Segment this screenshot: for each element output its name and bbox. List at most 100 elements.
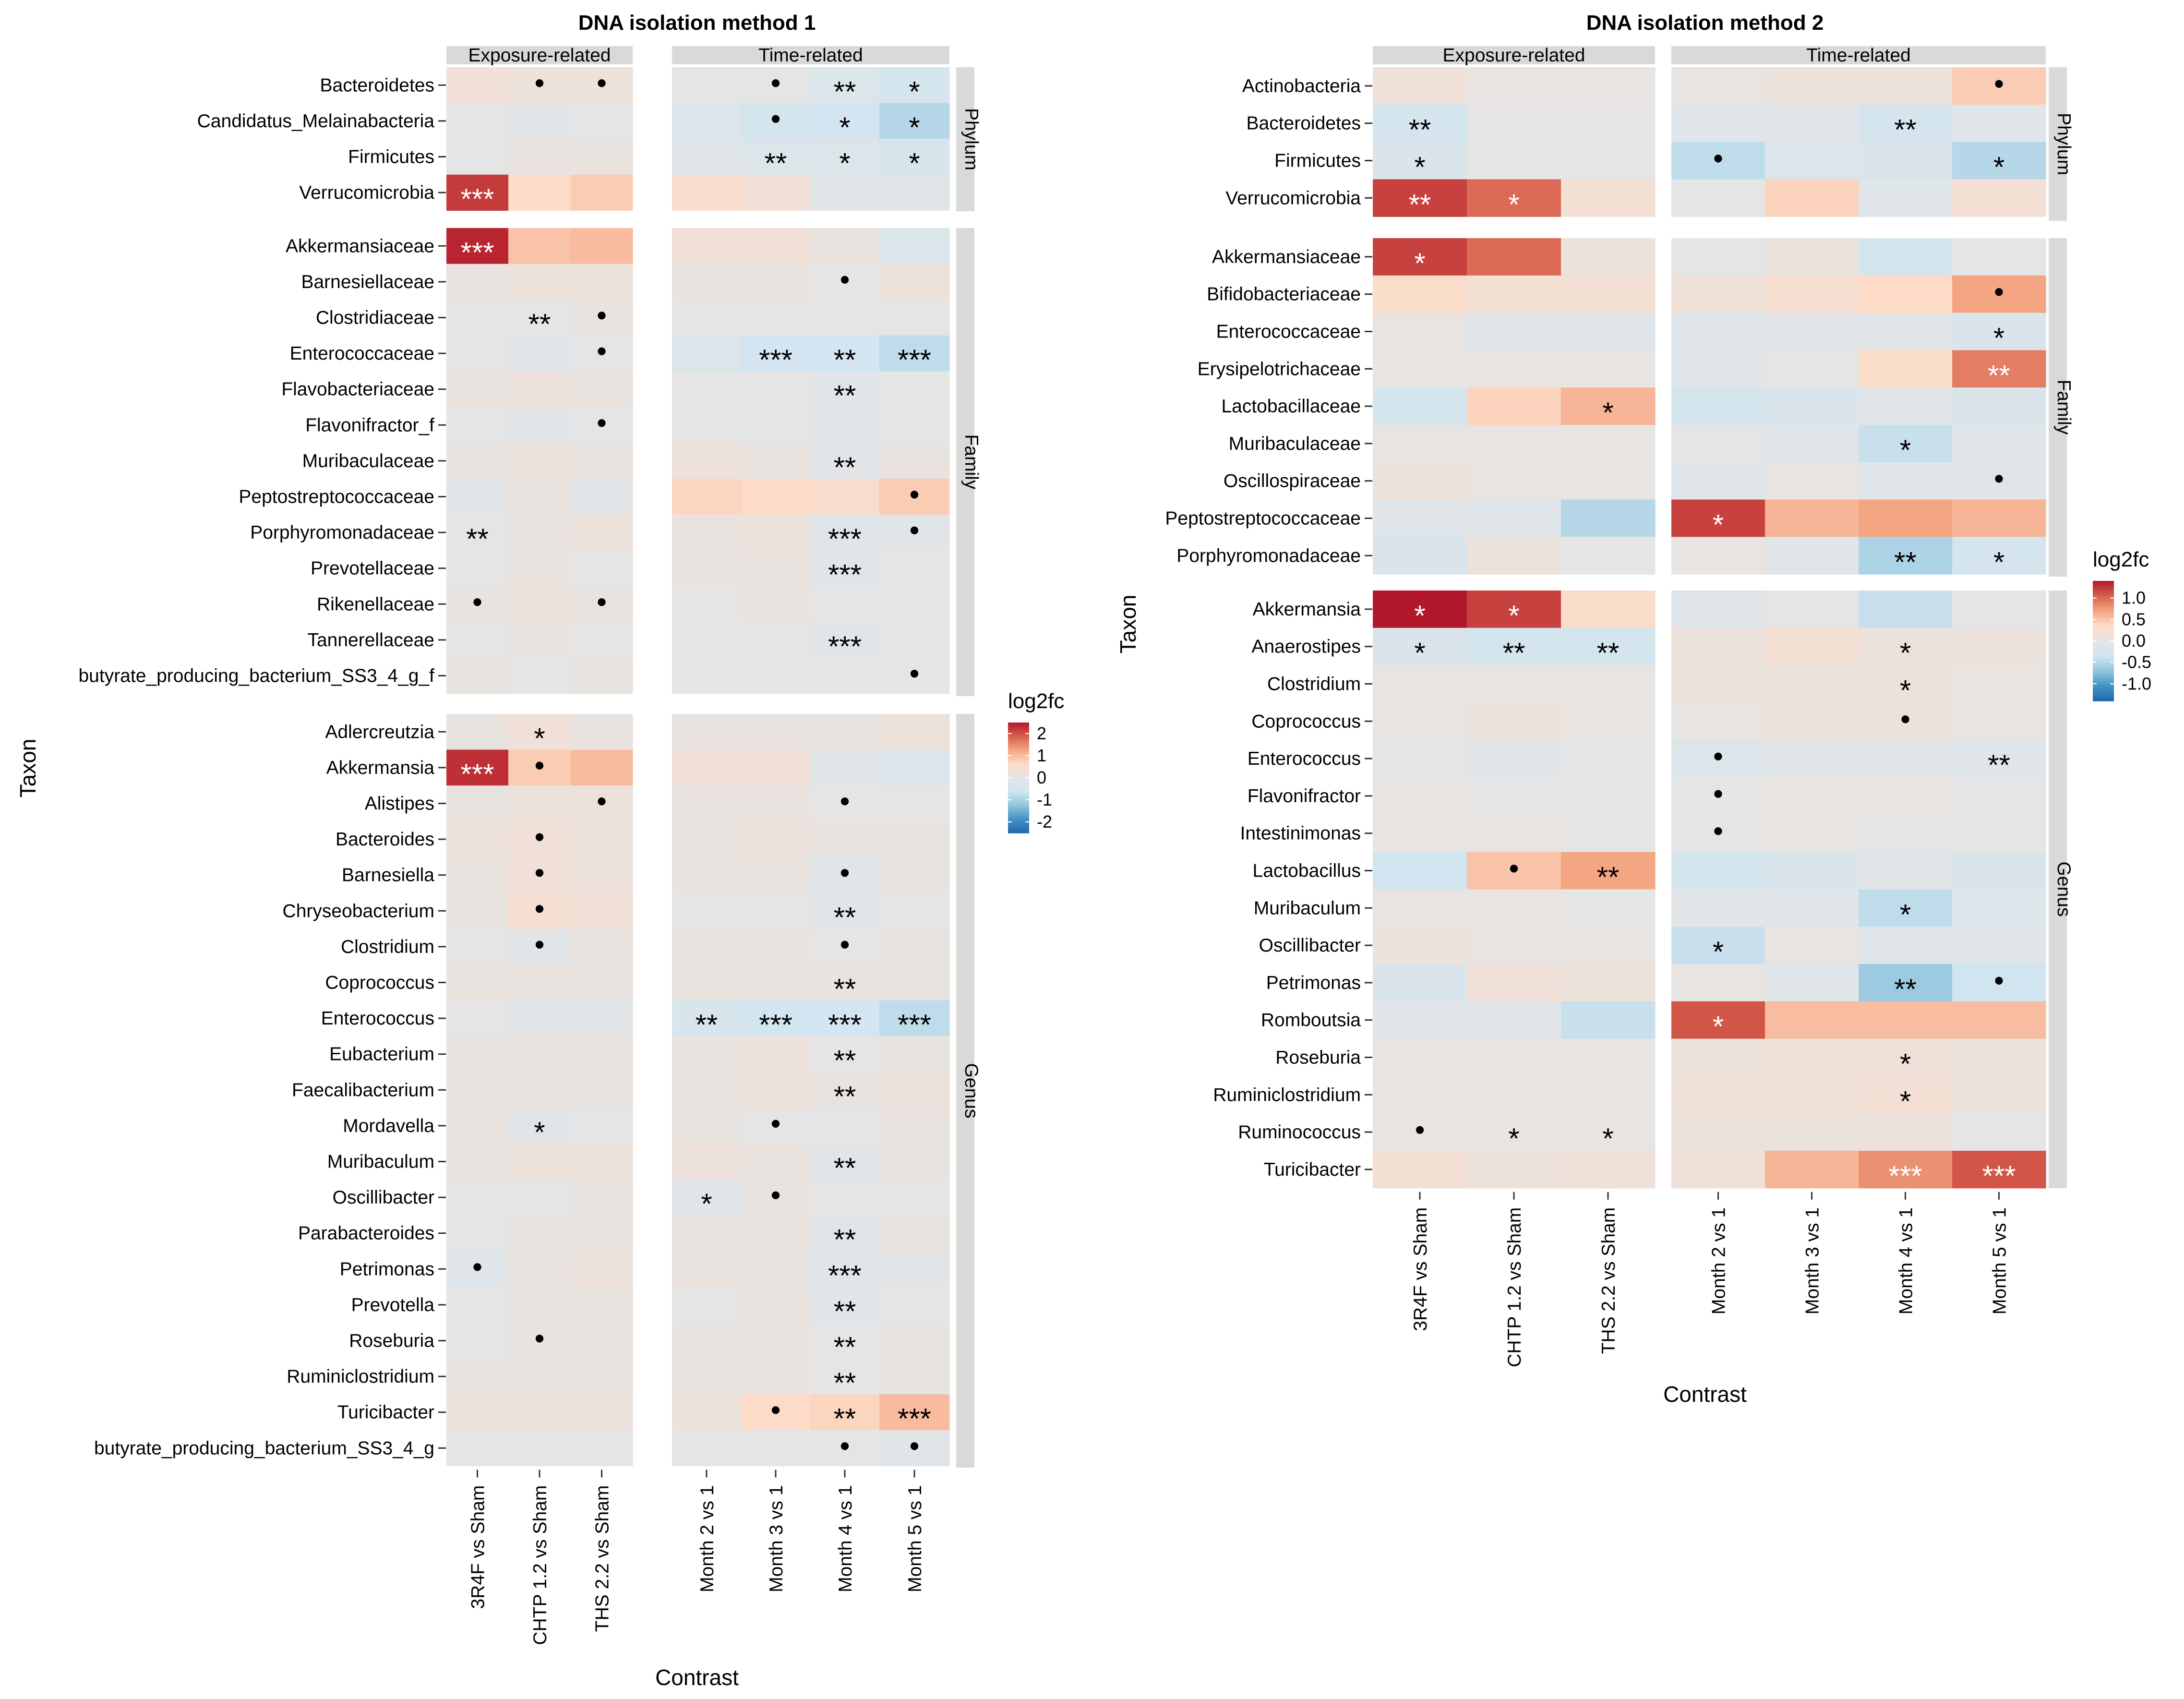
- colorbar-segment: [2093, 629, 2114, 631]
- cell-coprococcus-ths-2-2-vs-sham: [571, 964, 633, 1001]
- cell-intestinimonas-month-2-vs-1: [1671, 814, 1765, 853]
- significance-enterococcus-month-5-vs-1: **: [1988, 749, 2010, 781]
- cell-romboutsia-month-3-vs-1: [1765, 1001, 1859, 1039]
- strip-label-phylum-2: Phylum: [2053, 113, 2074, 175]
- cell-muribaculum-chtp-1-2-vs-sham: [508, 1144, 571, 1180]
- strip-label-time-related-2: Time-related: [1806, 45, 1910, 66]
- colorbar-segment: [1008, 759, 1029, 762]
- cell-porphyromonadaceae-ths-2-2-vs-sham: [571, 514, 633, 551]
- significance-chryseobacterium-month-4-vs-1: **: [834, 901, 856, 933]
- cell-bacteroidetes-month-4-vs-1: [810, 67, 880, 104]
- cell-oscillospiraceae-ths-2-2-vs-sham: [1561, 462, 1656, 500]
- panel-phylum-exposure-2: ***** *: [1373, 67, 1656, 220]
- cell-adlercreutzia-3r4f-vs-sham: [446, 714, 509, 750]
- significance-prevotellaceae-month-4-vs-1: ***: [828, 559, 862, 591]
- cell-barnesiellaceae-month-5-vs-1: [879, 264, 950, 300]
- colorbar-segment: [1008, 816, 1029, 819]
- y-axis-title-method-1: Taxon: [15, 739, 40, 798]
- cell-petrimonas-3r4f-vs-sham: [1373, 964, 1467, 1002]
- significance-adlercreutzia-chtp-1-2-vs-sham: *: [534, 722, 545, 754]
- significance-roseburia-chtp-1-2-vs-sham: •: [534, 1323, 544, 1355]
- colorbar-segment: [2093, 597, 2114, 600]
- cell-akkermansia-ths-2-2-vs-sham: [1561, 590, 1656, 628]
- cell-muribaculum-month-2-vs-1: [1671, 889, 1765, 927]
- strip-phylum-2: [2049, 67, 2067, 221]
- cell-ruminococcus-month-4-vs-1: [1859, 1113, 1953, 1151]
- cell-peptostreptococcaceae-chtp-1-2-vs-sham: [1467, 499, 1561, 537]
- cell-petrimonas-chtp-1-2-vs-sham: [508, 1251, 571, 1288]
- cell-bifidobacteriaceae-chtp-1-2-vs-sham: [1467, 275, 1561, 313]
- cell-parabacteroides-month-4-vs-1: [810, 1215, 880, 1252]
- significance-turicibacter-month-5-vs-1: ***: [898, 1403, 931, 1435]
- significance-butyrate-producing-bacterium-ss3-4-g-month-4-vs-1: •: [840, 1430, 850, 1462]
- cell-clostridiaceae-ths-2-2-vs-sham: [571, 300, 633, 336]
- chart-title-method-2: DNA isolation method 2: [1586, 11, 1824, 35]
- cell-oscillibacter-month-4-vs-1: [810, 1179, 880, 1216]
- colorbar-segment: [2093, 687, 2114, 689]
- panel-family-exposure-1: ***** •••**• •: [446, 228, 633, 694]
- cell-akkermansiaceae-chtp-1-2-vs-sham: [1467, 238, 1561, 276]
- taxon-label: Prevotellaceae: [311, 558, 434, 579]
- cell-akkermansiaceae-chtp-1-2-vs-sham: [508, 228, 571, 265]
- cell-petrimonas-month-5-vs-1: [879, 1251, 950, 1288]
- cell-bacteroides-month-3-vs-1: [741, 821, 811, 857]
- colorbar-segment: [2093, 611, 2114, 614]
- significance-faecalibacterium-month-4-vs-1: **: [834, 1080, 856, 1112]
- taxon-label: Barnesiellaceae: [301, 272, 434, 292]
- colorbar-segment: [1008, 812, 1029, 815]
- panel-phylum-exposure-1: • • ***: [446, 67, 633, 215]
- significance-clostridium-month-4-vs-1: •: [840, 928, 850, 961]
- legend-break-label: -1.0: [2122, 674, 2151, 693]
- significance-clostridium-month-4-vs-1: *: [1900, 675, 1911, 707]
- cell-actinobacteria-3r4f-vs-sham: [1373, 67, 1467, 105]
- cell-peptostreptococcaceae-month-4-vs-1: [810, 479, 880, 515]
- colorbar-segment: [2093, 625, 2114, 627]
- colorbar-segment: [2093, 671, 2114, 674]
- colorbar-method-2: [2093, 581, 2114, 701]
- cell-coprococcus-month-2-vs-1: [1671, 702, 1765, 740]
- cell-lactobacillaceae-month-2-vs-1: [1671, 387, 1765, 425]
- colorbar-segment: [2093, 665, 2114, 667]
- cell-porphyromonadaceae-chtp-1-2-vs-sham: [1467, 537, 1561, 575]
- cell-muribaculum-month-3-vs-1: [1765, 889, 1859, 927]
- significance-parabacteroides-month-4-vs-1: **: [834, 1224, 856, 1256]
- cell-lactobacillus-chtp-1-2-vs-sham: [1467, 852, 1561, 890]
- cell-clostridium-month-4-vs-1: [1859, 665, 1953, 703]
- colorbar-segment: [1008, 741, 1029, 743]
- taxon-label: Roseburia: [1275, 1048, 1361, 1068]
- colorbar-ticks-method-1: 2 1 0 -1 -2: [1008, 723, 1052, 831]
- cell-barnesiellaceae-3r4f-vs-sham: [446, 264, 509, 300]
- cell-chryseobacterium-month-3-vs-1: [741, 893, 811, 929]
- cell-rikenellaceae-3r4f-vs-sham: [446, 586, 509, 623]
- cell-romboutsia-month-2-vs-1: [1671, 1001, 1765, 1039]
- cell-muribaculum-month-3-vs-1: [741, 1144, 811, 1180]
- strip-time-related-1: [672, 46, 949, 64]
- cell-akkermansia-month-4-vs-1: [1859, 590, 1953, 628]
- strip-time-related-2: [1671, 46, 2046, 64]
- cell-barnesiella-month-2-vs-1: [672, 857, 742, 893]
- significance-alistipes-month-4-vs-1: •: [840, 785, 850, 818]
- taxon-label: Clostridiaceae: [316, 308, 434, 328]
- colorbar-ticks-method-2: 1.00.50.0-0.5 -1.0: [2093, 588, 2151, 693]
- taxon-label: Intestinimonas: [1240, 823, 1361, 844]
- cell-verrucomicrobia-month-4-vs-1: [810, 174, 880, 211]
- strip-exposure-related-2: [1373, 46, 1655, 64]
- cell-turicibacter-3r4f-vs-sham: [446, 1394, 509, 1431]
- significance-anaerostipes-month-4-vs-1: *: [1900, 637, 1911, 669]
- strip-label-family-1: Family: [961, 434, 982, 490]
- cell-prevotellaceae-month-5-vs-1: [879, 550, 950, 587]
- taxon-label: Muribaculum: [327, 1152, 434, 1172]
- taxon-label: Rikenellaceae: [317, 594, 434, 615]
- significance-barnesiella-chtp-1-2-vs-sham: •: [534, 857, 544, 889]
- colorbar-segment: [2093, 607, 2114, 610]
- taxon-label: Petrimonas: [1266, 973, 1361, 993]
- cell-barnesiella-month-5-vs-1: [879, 857, 950, 893]
- taxon-label: Muribaculum: [1254, 898, 1361, 918]
- colorbar-segment: [2093, 637, 2114, 639]
- colorbar-segment: [1008, 811, 1029, 813]
- colorbar-segment: [2093, 635, 2114, 638]
- cell-romboutsia-3r4f-vs-sham: [1373, 1001, 1467, 1039]
- significance-ruminiclostridium-month-4-vs-1: **: [834, 1367, 856, 1399]
- cell-turicibacter-month-5-vs-1: [1952, 1151, 2046, 1189]
- cell-oscillospiraceae-month-4-vs-1: [1859, 462, 1953, 500]
